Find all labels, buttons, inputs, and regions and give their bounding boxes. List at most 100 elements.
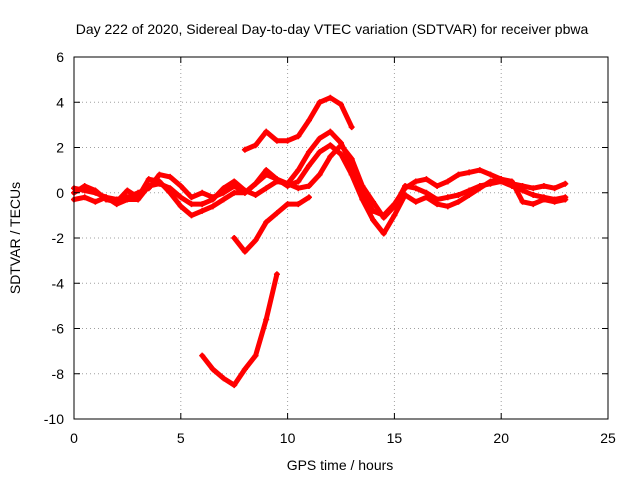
data-point: [188, 212, 195, 219]
data-point: [305, 117, 312, 124]
data-point: [348, 171, 355, 178]
y-tick-label: -6: [52, 321, 65, 337]
data-point: [284, 137, 291, 144]
y-tick-label: -10: [44, 411, 64, 427]
data-point: [338, 101, 344, 108]
data-point: [359, 196, 366, 203]
data-point: [455, 171, 462, 178]
data-point: [241, 366, 248, 373]
data-point: [327, 94, 334, 101]
data-point: [199, 189, 206, 196]
data-point: [113, 198, 120, 205]
data-point: [263, 219, 270, 226]
data-point: [135, 194, 142, 201]
data-point: [241, 146, 248, 153]
y-tick-label: -4: [52, 275, 65, 291]
x-tick-label: 5: [177, 430, 185, 446]
data-point: [370, 198, 377, 205]
data-point: [370, 216, 377, 223]
data-point: [305, 162, 312, 169]
data-point: [273, 137, 280, 144]
data-point: [241, 248, 248, 255]
data-point: [508, 178, 515, 185]
data-point: [455, 198, 462, 205]
data-point: [530, 201, 537, 208]
data-point: [444, 178, 451, 185]
grid: [74, 57, 608, 419]
data-point: [423, 176, 430, 183]
data-point: [316, 99, 323, 106]
data-point: [92, 187, 99, 194]
data-point: [231, 382, 238, 389]
data-point: [220, 375, 227, 382]
data-point: [263, 128, 270, 135]
series-line: [199, 271, 280, 388]
data-point: [316, 135, 323, 142]
data-point: [231, 189, 238, 196]
data-point: [338, 151, 344, 158]
x-tick-label: 10: [280, 430, 296, 446]
data-point: [252, 237, 259, 244]
data-point: [434, 182, 441, 189]
data-point: [263, 316, 270, 323]
data-point: [273, 176, 280, 183]
data-point: [530, 192, 537, 199]
data-point: [167, 173, 174, 180]
data-point: [316, 171, 323, 178]
data-point: [530, 185, 537, 192]
y-tick-label: 4: [56, 94, 64, 110]
data-point: [156, 178, 163, 185]
data-point: [455, 192, 462, 199]
data-point: [359, 182, 366, 189]
data-point: [402, 192, 409, 199]
data-point: [295, 133, 302, 140]
data-point: [263, 171, 270, 178]
y-tick-label: 0: [56, 185, 64, 201]
data-point: [562, 180, 569, 187]
x-tick-label: 0: [70, 430, 78, 446]
data-point: [209, 196, 216, 203]
data-point: [327, 142, 334, 149]
data-point: [562, 196, 569, 203]
data-point: [434, 201, 441, 208]
y-tick-label: 6: [56, 49, 64, 65]
axis-ticks: 0 5 10 15 20 25 -10 -8 -6 -4 -2 0 2 4 6: [44, 49, 616, 446]
x-tick-label: 20: [493, 430, 509, 446]
data-point: [295, 201, 302, 208]
data-point: [199, 201, 206, 208]
data-point: [156, 171, 163, 178]
data-point: [498, 176, 505, 183]
data-series-group: [71, 94, 569, 389]
series-track-c: [71, 142, 569, 237]
data-point: [487, 178, 494, 185]
data-point: [551, 185, 558, 192]
data-point: [466, 169, 473, 176]
data-point: [199, 352, 206, 359]
data-point: [92, 198, 99, 205]
data-point: [327, 153, 334, 160]
data-point: [199, 207, 206, 214]
data-point: [231, 178, 238, 185]
series-track-d: [241, 94, 355, 153]
y-tick-label: 2: [56, 140, 64, 156]
data-point: [551, 198, 558, 205]
data-point: [231, 235, 238, 241]
data-point: [81, 194, 88, 201]
x-tick-label: 15: [387, 430, 403, 446]
data-point: [402, 182, 409, 189]
data-point: [519, 198, 526, 205]
data-point: [263, 185, 270, 192]
x-axis-label: GPS time / hours: [287, 457, 394, 473]
y-axis-label: SDTVAR / TECUs: [7, 182, 23, 294]
data-point: [412, 198, 419, 205]
data-point: [540, 196, 547, 203]
data-point: [391, 212, 398, 219]
data-point: [241, 189, 248, 196]
data-point: [209, 203, 216, 210]
data-point: [220, 185, 227, 192]
data-point: [348, 124, 355, 131]
data-point: [177, 194, 184, 201]
data-point: [338, 142, 344, 149]
data-point: [476, 185, 483, 192]
